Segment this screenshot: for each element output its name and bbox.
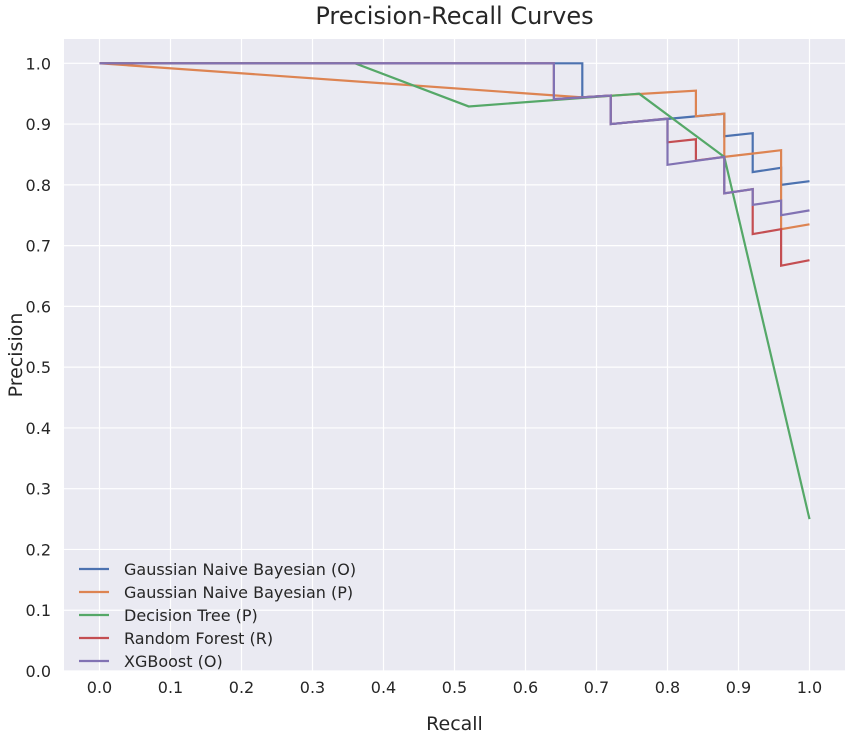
- y-tick-label: 0.4: [26, 419, 51, 438]
- x-axis-ticks: 0.0 0.1 0.2 0.3 0.4 0.5 0.6 0.7 0.8 0.9 1.0: [87, 678, 822, 697]
- y-tick-label: 0.9: [26, 115, 51, 134]
- legend-label-2: Gaussian Naive Bayesian (P): [124, 583, 353, 602]
- x-tick-label: 0.0: [87, 678, 112, 697]
- y-axis-ticks: 0.0 0.1 0.2 0.3 0.4 0.5 0.6 0.7 0.8 0.9 1.0: [26, 54, 51, 681]
- y-tick-label: 1.0: [26, 54, 51, 73]
- x-tick-label: 0.4: [371, 678, 396, 697]
- x-tick-label: 0.8: [655, 678, 680, 697]
- series-layer: [99, 62, 811, 520]
- x-tick-label: 0.9: [726, 678, 751, 697]
- x-axis-title: Recall: [426, 713, 483, 735]
- y-tick-label: 0.5: [26, 358, 51, 377]
- y-tick-label: 0.2: [26, 540, 51, 559]
- y-tick-label: 0.1: [26, 601, 51, 620]
- y-tick-label: 0.6: [26, 297, 51, 316]
- y-tick-label: 0.7: [26, 237, 51, 256]
- series-line-5: [99, 62, 810, 217]
- y-tick-label: 0.3: [26, 480, 51, 499]
- legend: Gaussian Naive Bayesian (O) Gaussian Naiv…: [79, 560, 356, 671]
- x-tick-label: 0.5: [442, 678, 467, 697]
- legend-label-5: XGBoost (O): [124, 652, 223, 671]
- chart-title: Precision-Recall Curves: [315, 2, 593, 30]
- legend-label-3: Decision Tree (P): [124, 606, 258, 625]
- x-tick-label: 0.3: [300, 678, 325, 697]
- legend-label-4: Random Forest (R): [124, 629, 273, 648]
- x-tick-label: 0.2: [229, 678, 254, 697]
- x-tick-label: 0.6: [513, 678, 538, 697]
- y-tick-label: 0.0: [26, 662, 51, 681]
- legend-label-1: Gaussian Naive Bayesian (O): [124, 560, 356, 579]
- y-tick-label: 0.8: [26, 176, 51, 195]
- x-tick-label: 0.7: [584, 678, 609, 697]
- x-tick-label: 1.0: [797, 678, 822, 697]
- y-axis-title: Precision: [5, 313, 27, 398]
- x-tick-label: 0.1: [158, 678, 183, 697]
